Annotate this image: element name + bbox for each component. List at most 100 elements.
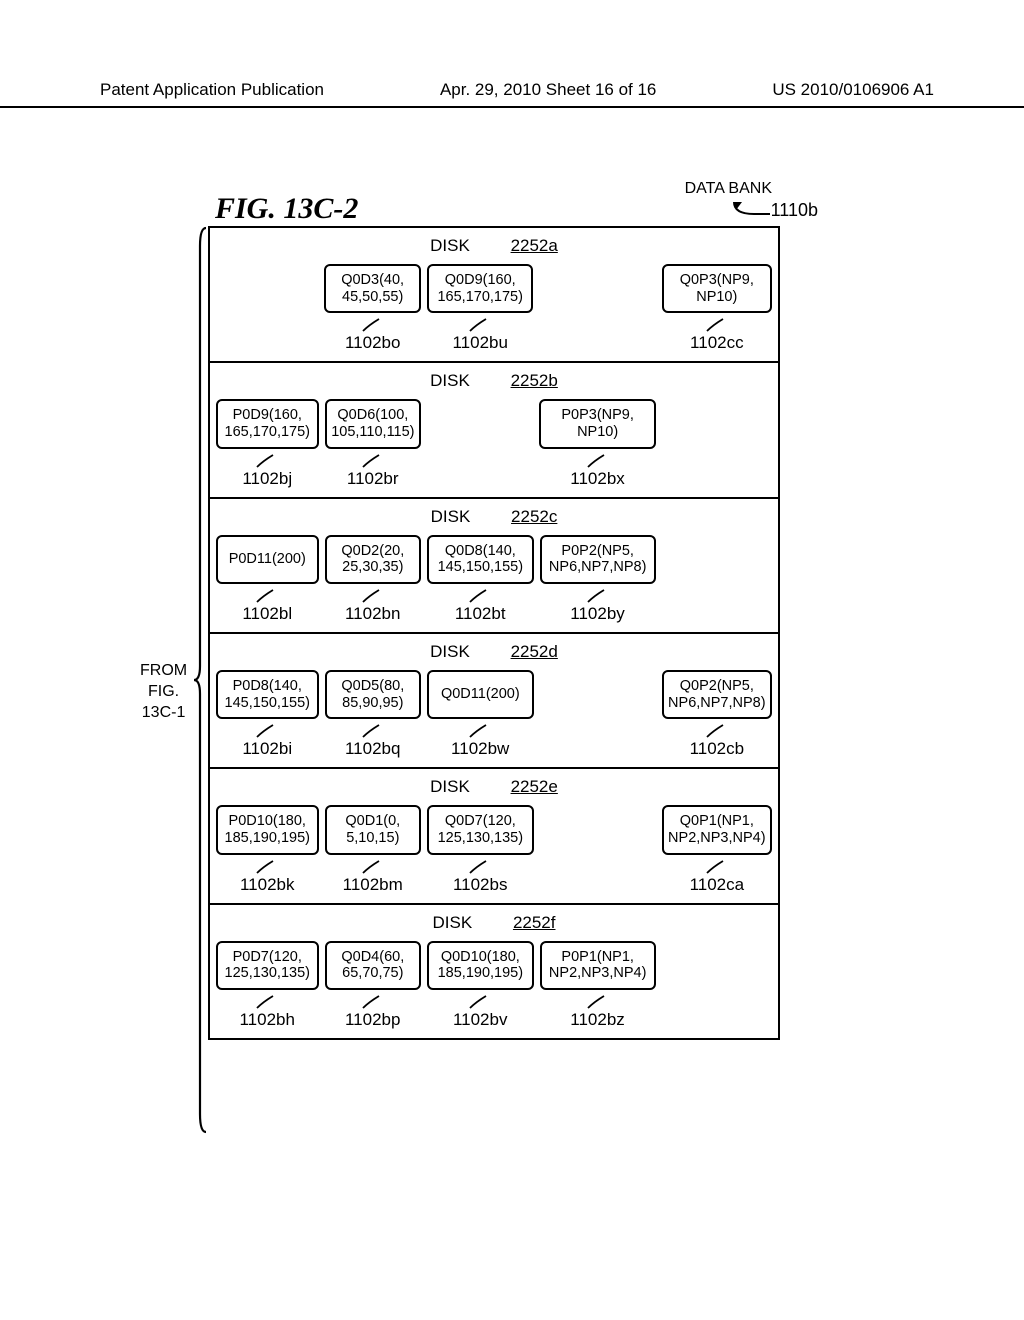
ref-row: 1102bh1102bp1102bv1102bz [216, 994, 772, 1034]
slot-row: P0D9(160,165,170,175)Q0D6(100,105,110,11… [216, 399, 772, 448]
ref-row: 1102bi1102bq1102bw1102cb [216, 723, 772, 763]
slot-row: P0D11(200)Q0D2(20,25,30,35)Q0D8(140,145,… [216, 535, 772, 584]
disk-id: 2252f [513, 913, 556, 932]
ref-number: 1102bi [242, 739, 292, 758]
ref-cell: 1102bw [427, 723, 533, 763]
from-fig-label: FROM FIG. 13C-1 [140, 661, 187, 723]
slot-text-line: Q0D7(120, [445, 813, 516, 830]
slot-text-line: Q0D1(0, [345, 813, 400, 830]
ref-number: 1102cb [690, 739, 745, 758]
disk-row: DISK 2252dP0D8(140,145,150,155)Q0D5(80,8… [210, 632, 778, 767]
ref-row: 1102bo 1102bu 1102cc [216, 317, 772, 357]
ref-cell: 1102bl [216, 588, 318, 628]
ref-number: 1102bt [455, 604, 506, 623]
slot-text-line: NP2,NP3,NP4) [668, 830, 766, 847]
slot-text-line: Q0D11(200) [441, 686, 520, 703]
slot-text-line: P0D7(120, [233, 949, 302, 966]
disk-id: 2252a [511, 236, 558, 255]
slot-text-line: 65,70,75) [342, 965, 403, 982]
disk-header: DISK 2252a [216, 236, 772, 256]
slot-spacer [539, 264, 655, 313]
ref-number: 1102bp [345, 1010, 400, 1029]
ref-cell: 1102ca [662, 859, 772, 899]
ref-cell: 1102bs [427, 859, 533, 899]
data-slot: Q0D3(40,45,50,55) [324, 264, 421, 313]
slot-text-line: P0D10(180, [229, 813, 306, 830]
ref-cell: 1102cc [662, 317, 772, 357]
ref-number: 1102bm [343, 875, 403, 894]
disk-label: DISK [430, 777, 470, 796]
slot-text-line: NP6,NP7,NP8) [668, 695, 766, 712]
disk-label: DISK [430, 642, 470, 661]
data-slot: Q0D7(120,125,130,135) [427, 805, 533, 854]
ref-cell [427, 453, 533, 493]
ref-cell: 1102br [324, 453, 421, 493]
data-slot: Q0D10(180,185,190,195) [427, 941, 533, 990]
slot-text-line: 5,10,15) [346, 830, 399, 847]
data-slot: P0D7(120,125,130,135) [216, 941, 319, 990]
slot-text-line: 185,190,195) [438, 965, 523, 982]
disk-row: DISK 2252fP0D7(120,125,130,135)Q0D4(60,6… [210, 903, 778, 1038]
slot-row: P0D10(180,185,190,195)Q0D1(0,5,10,15)Q0D… [216, 805, 772, 854]
disk-id: 2252e [511, 777, 558, 796]
data-slot: Q0D4(60,65,70,75) [325, 941, 422, 990]
disk-id: 2252c [511, 507, 557, 526]
ref-cell: 1102bx [539, 453, 655, 493]
ref-number: 1102br [347, 469, 399, 488]
slot-text-line: Q0D5(80, [341, 678, 404, 695]
slot-text-line: Q0P3(NP9, [680, 272, 754, 289]
slot-text-line: Q0D4(60, [341, 949, 404, 966]
slot-text-line: P0D8(140, [233, 678, 302, 695]
slot-text-line: 45,50,55) [342, 289, 403, 306]
slot-text-line: 125,130,135) [438, 830, 523, 847]
disk-header: DISK 2252e [216, 777, 772, 797]
slot-text-line: 125,130,135) [225, 965, 310, 982]
ref-number: 1102bh [239, 1010, 294, 1029]
ref-cell [216, 317, 318, 357]
from-line1: FROM [140, 662, 187, 679]
ref-number: 1102bo [345, 333, 400, 352]
ref-number: 1102bw [451, 739, 509, 758]
ref-number: 1102ca [690, 875, 745, 894]
slot-text-line: NP10) [577, 424, 618, 441]
slot-text-line: Q0D2(20, [341, 543, 404, 560]
slot-text-line: Q0P2(NP5, [680, 678, 754, 695]
data-slot: Q0P2(NP5,NP6,NP7,NP8) [662, 670, 772, 719]
data-slot: Q0D9(160,165,170,175) [427, 264, 533, 313]
ref-cell: 1102bh [216, 994, 318, 1034]
databank-ref: 1110b [771, 200, 818, 221]
slot-spacer [662, 941, 772, 990]
ref-cell [662, 453, 772, 493]
disk-id: 2252b [511, 371, 558, 390]
data-slot: Q0D11(200) [427, 670, 533, 719]
ref-number: 1102bv [453, 1010, 508, 1029]
disk-label: DISK [430, 371, 470, 390]
ref-number: 1102cc [690, 333, 744, 352]
ref-cell: 1102bn [324, 588, 421, 628]
slot-text-line: Q0D6(100, [337, 407, 408, 424]
slot-text-line: 185,190,195) [225, 830, 310, 847]
ref-number: 1102bs [453, 875, 508, 894]
disk-label: DISK [430, 236, 470, 255]
data-slot: P0D9(160,165,170,175) [216, 399, 319, 448]
disk-id: 2252d [511, 642, 558, 661]
ref-number: 1102bn [345, 604, 400, 623]
slot-text-line: Q0D10(180, [441, 949, 520, 966]
ref-cell: 1102bk [216, 859, 318, 899]
disk-header: DISK 2252c [216, 507, 772, 527]
data-slot: Q0P1(NP1,NP2,NP3,NP4) [662, 805, 772, 854]
disk-header: DISK 2252f [216, 913, 772, 933]
data-slot: P0D10(180,185,190,195) [216, 805, 319, 854]
data-bank: DISK 2252a Q0D3(40,45,50,55)Q0D9(160,165,… [208, 226, 780, 1040]
ref-number: 1102bx [570, 469, 625, 488]
data-slot: Q0D1(0,5,10,15) [325, 805, 422, 854]
from-line2: FIG. [148, 683, 179, 700]
disk-header: DISK 2252d [216, 642, 772, 662]
ref-number: 1102bu [452, 333, 507, 352]
header-left: Patent Application Publication [100, 80, 324, 100]
slot-text-line: 165,170,175) [225, 424, 310, 441]
slot-text-line: 85,90,95) [342, 695, 403, 712]
slot-spacer [540, 670, 656, 719]
data-slot: Q0D5(80,85,90,95) [325, 670, 422, 719]
disk-row: DISK 2252eP0D10(180,185,190,195)Q0D1(0,5… [210, 767, 778, 902]
